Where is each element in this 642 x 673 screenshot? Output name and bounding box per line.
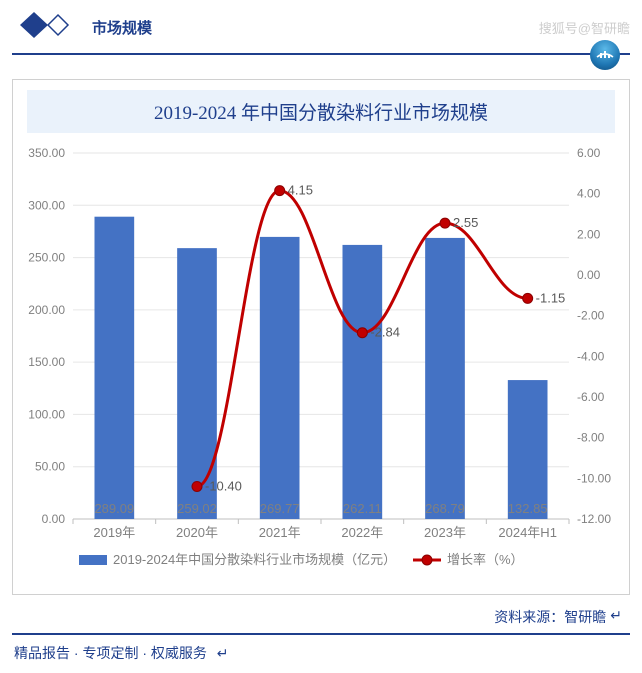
svg-text:289.09: 289.09: [94, 501, 134, 516]
svg-text:262.11: 262.11: [343, 501, 382, 516]
line-marker: [275, 186, 285, 196]
legend-line-label: 增长率（%）: [447, 552, 524, 567]
return-mark-icon: ↵: [610, 607, 622, 627]
svg-text:300.00: 300.00: [28, 198, 65, 212]
legend-bar-label: 2019-2024年中国分散染料行业市场规模（亿元）: [113, 552, 396, 567]
footer-text: 精品报告 · 专项定制 · 权威服务: [14, 645, 207, 661]
svg-text:4.15: 4.15: [288, 183, 313, 198]
svg-text:2024年H1: 2024年H1: [498, 525, 557, 540]
svg-text:6.00: 6.00: [577, 146, 601, 160]
bar: [425, 238, 465, 519]
header-left: 市场规模: [18, 10, 152, 45]
svg-text:50.00: 50.00: [35, 460, 65, 474]
svg-text:-8.00: -8.00: [577, 431, 605, 445]
svg-text:0.00: 0.00: [577, 268, 601, 282]
svg-text:2.55: 2.55: [453, 215, 478, 230]
svg-text:100.00: 100.00: [28, 407, 65, 421]
svg-text:2020年: 2020年: [176, 525, 218, 540]
svg-text:4.00: 4.00: [577, 187, 601, 201]
logo-diamonds-icon: [18, 10, 78, 45]
bar: [508, 380, 548, 519]
svg-text:-12.00: -12.00: [577, 512, 611, 526]
svg-text:350.00: 350.00: [28, 146, 65, 160]
footer-divider: [12, 633, 630, 635]
section-title: 市场规模: [92, 17, 152, 38]
return-mark-icon: ↵: [217, 645, 229, 661]
svg-text:200.00: 200.00: [28, 303, 65, 317]
svg-text:-1.15: -1.15: [536, 290, 566, 305]
svg-text:250.00: 250.00: [28, 251, 65, 265]
svg-text:259.02: 259.02: [177, 501, 217, 516]
source-label: 资料来源：: [494, 607, 564, 627]
svg-text:0.00: 0.00: [42, 512, 66, 526]
line-marker: [357, 328, 367, 338]
source-value: 智研瞻: [564, 607, 606, 627]
svg-text:132.85: 132.85: [508, 501, 548, 516]
line-marker: [440, 218, 450, 228]
line-marker: [192, 481, 202, 491]
svg-text:2021年: 2021年: [259, 525, 301, 540]
header-divider: [12, 53, 630, 55]
svg-text:-10.00: -10.00: [577, 471, 611, 485]
bar: [94, 217, 134, 519]
line-marker: [523, 293, 533, 303]
brand-badge-icon: [590, 40, 620, 70]
header: 市场规模 搜狐号@智研瞻: [0, 0, 642, 49]
source-row: 资料来源： 智研瞻 ↵: [0, 603, 642, 631]
svg-text:-2.00: -2.00: [577, 309, 605, 323]
svg-text:-10.40: -10.40: [205, 478, 242, 493]
bar: [260, 237, 300, 519]
bar: [342, 245, 382, 519]
svg-text:-6.00: -6.00: [577, 390, 605, 404]
footer-row: 精品报告 · 专项定制 · 权威服务 ↵: [0, 641, 642, 673]
svg-text:-2.84: -2.84: [370, 325, 400, 340]
chart-svg: 0.00 50.00 100.00 150.00 200.00 250.00 300.00 3…: [19, 139, 615, 579]
svg-text:268.79: 268.79: [425, 501, 465, 516]
chart-title: 2019-2024 年中国分散染料行业市场规模: [27, 90, 615, 133]
svg-text:-4.00: -4.00: [577, 349, 605, 363]
svg-text:150.00: 150.00: [28, 355, 65, 369]
svg-text:269.77: 269.77: [260, 501, 300, 516]
svg-text:2022年: 2022年: [341, 525, 383, 540]
watermark-text: 搜狐号@智研瞻: [539, 18, 630, 37]
svg-text:2023年: 2023年: [424, 525, 466, 540]
svg-text:2019年: 2019年: [93, 525, 135, 540]
svg-text:2.00: 2.00: [577, 227, 601, 241]
plot-area: 0.00 50.00 100.00 150.00 200.00 250.00 300.00 3…: [13, 139, 629, 594]
chart-container: 2019-2024 年中国分散染料行业市场规模 0.00 50.00 100.00 1…: [12, 79, 630, 595]
